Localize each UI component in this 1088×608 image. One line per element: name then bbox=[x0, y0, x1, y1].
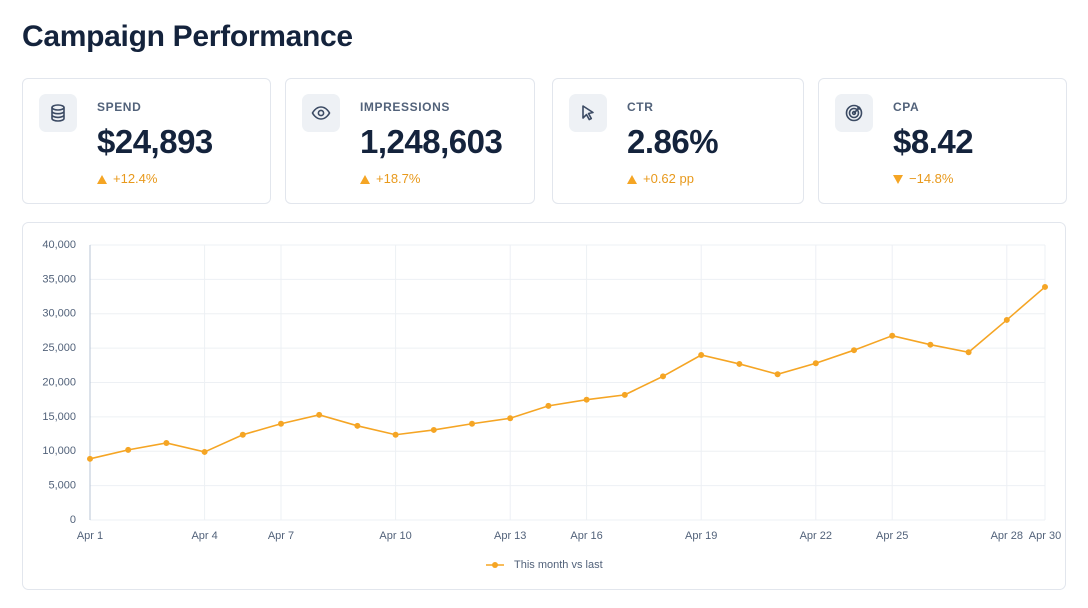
kpi-delta-text: +12.4% bbox=[113, 171, 158, 186]
kpi-card: SPEND $24,893 +12.4% bbox=[22, 78, 271, 204]
trend-arrow bbox=[97, 175, 107, 184]
kpi-delta: +18.7% bbox=[360, 171, 420, 186]
y-tick-label: 5,000 bbox=[48, 480, 76, 492]
kpi-icon bbox=[39, 94, 77, 132]
x-tick-label: Apr 30 bbox=[1029, 530, 1061, 542]
data-point bbox=[354, 422, 361, 429]
kpi-card: CPA $8.42 −14.8% bbox=[818, 78, 1067, 204]
data-point bbox=[87, 455, 93, 462]
trend-arrow-shape bbox=[97, 175, 107, 184]
y-tick-label: 30,000 bbox=[42, 308, 76, 320]
data-point bbox=[201, 448, 208, 455]
kpi-label: IMPRESSIONS bbox=[360, 100, 450, 114]
data-point bbox=[889, 332, 896, 339]
data-point bbox=[736, 360, 743, 367]
y-tick-label: 40,000 bbox=[42, 239, 76, 251]
kpi-card: CTR 2.86% +0.62 pp bbox=[552, 78, 804, 204]
y-tick-label: 20,000 bbox=[42, 376, 76, 388]
trend-arrow-shape bbox=[893, 175, 903, 184]
kpi-delta: −14.8% bbox=[893, 171, 953, 186]
kpi-card: IMPRESSIONS 1,248,603 +18.7% bbox=[285, 78, 535, 204]
y-tick-label: 0 bbox=[70, 514, 76, 526]
trend-arrow bbox=[627, 175, 637, 184]
trend-arrow-shape bbox=[627, 175, 637, 184]
kpi-value: $8.42 bbox=[893, 123, 974, 160]
data-point bbox=[469, 420, 475, 427]
kpi-label: CPA bbox=[893, 100, 920, 114]
data-point bbox=[812, 360, 819, 367]
x-tick-label: Apr 25 bbox=[876, 530, 908, 542]
y-tick-label: 15,000 bbox=[42, 411, 76, 423]
data-point bbox=[125, 446, 132, 453]
kpi-icon bbox=[835, 94, 873, 132]
data-point bbox=[1003, 316, 1010, 323]
page-title: Campaign Performance bbox=[22, 20, 353, 53]
kpi-value: 1,248,603 bbox=[360, 123, 503, 160]
trend-arrow bbox=[893, 175, 903, 184]
trend-arrow bbox=[360, 175, 370, 184]
x-tick-label: Apr 19 bbox=[685, 530, 717, 542]
x-tick-label: Apr 16 bbox=[570, 530, 602, 542]
x-tick-label: Apr 28 bbox=[991, 530, 1023, 542]
data-point bbox=[545, 402, 552, 409]
y-tick-label: 10,000 bbox=[42, 445, 76, 457]
kpi-value: 2.86% bbox=[627, 123, 719, 160]
data-point bbox=[698, 352, 705, 358]
data-point bbox=[965, 349, 972, 356]
x-tick-label: Apr 22 bbox=[800, 530, 832, 542]
data-point bbox=[316, 411, 323, 418]
kpi-delta-text: +18.7% bbox=[376, 171, 421, 186]
data-point bbox=[507, 415, 514, 422]
x-tick-label: Apr 1 bbox=[77, 530, 103, 542]
data-point bbox=[660, 373, 666, 380]
x-tick-label: Apr 4 bbox=[191, 530, 217, 542]
data-point bbox=[774, 371, 781, 378]
data-point bbox=[430, 426, 437, 433]
legend-label: This month vs last bbox=[514, 559, 603, 571]
x-tick-label: Apr 13 bbox=[494, 530, 526, 542]
data-point bbox=[1042, 283, 1048, 290]
data-point bbox=[392, 431, 399, 438]
kpi-label: SPEND bbox=[97, 100, 142, 114]
kpi-icon bbox=[569, 94, 607, 132]
kpi-icon bbox=[302, 94, 340, 132]
kpi-delta: +12.4% bbox=[97, 171, 157, 186]
kpi-delta: +0.62 pp bbox=[627, 171, 694, 186]
data-point bbox=[278, 420, 284, 427]
data-point bbox=[851, 347, 857, 354]
x-tick-label: Apr 10 bbox=[379, 530, 411, 542]
trend-arrow-shape bbox=[360, 175, 370, 184]
kpi-delta-text: +0.62 pp bbox=[643, 171, 694, 186]
y-tick-label: 35,000 bbox=[42, 273, 76, 285]
legend-marker bbox=[492, 562, 498, 568]
chart-panel bbox=[22, 222, 1066, 590]
y-tick-label: 25,000 bbox=[42, 342, 76, 354]
kpi-value: $24,893 bbox=[97, 123, 213, 160]
kpi-label: CTR bbox=[627, 100, 654, 114]
kpi-delta-text: −14.8% bbox=[909, 171, 954, 186]
x-tick-label: Apr 7 bbox=[268, 530, 294, 542]
line-series bbox=[89, 286, 1046, 460]
data-point bbox=[163, 440, 170, 446]
data-point bbox=[583, 396, 590, 403]
data-point bbox=[239, 431, 246, 438]
data-point bbox=[927, 341, 934, 348]
data-point bbox=[621, 391, 628, 398]
